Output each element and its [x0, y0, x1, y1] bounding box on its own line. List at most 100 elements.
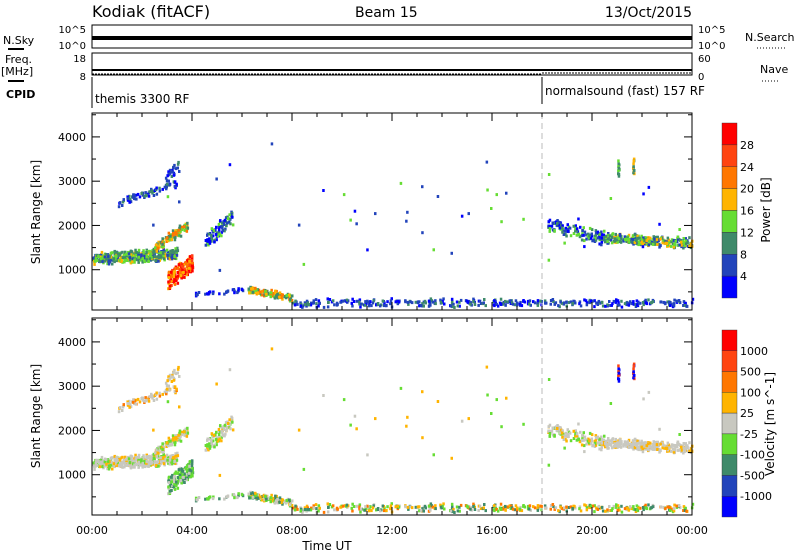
echo-point	[473, 505, 476, 509]
echo-point	[432, 248, 435, 252]
echo-point	[632, 171, 635, 175]
echo-point	[257, 493, 261, 497]
echo-point	[599, 301, 602, 305]
echo-point	[616, 504, 620, 508]
echo-point	[179, 229, 182, 233]
echo-point	[607, 233, 610, 237]
echo-point	[579, 430, 582, 434]
echo-point	[133, 252, 136, 256]
echo-point	[175, 275, 178, 279]
y-tick-label: 2000	[58, 219, 86, 232]
echo-point	[539, 299, 542, 303]
echo-point	[208, 442, 211, 446]
echo-point	[158, 394, 162, 398]
echo-point	[154, 246, 157, 250]
echo-point	[458, 505, 461, 509]
echo-point	[179, 434, 182, 438]
echo-point	[608, 234, 612, 238]
echo-point	[301, 305, 304, 309]
echo-point	[123, 260, 126, 264]
echo-point	[225, 426, 229, 430]
echo-point	[419, 303, 423, 307]
echo-point	[207, 291, 211, 294]
echo-point	[585, 237, 588, 241]
echo-point	[608, 439, 612, 443]
colorbar-bin	[721, 412, 738, 435]
echo-point	[566, 229, 570, 233]
echo-point	[140, 253, 143, 257]
echo-point	[589, 504, 593, 508]
echo-point	[128, 463, 132, 466]
echo-point	[375, 508, 378, 512]
echo-point	[117, 458, 120, 462]
echo-point	[646, 442, 650, 446]
echo-point	[556, 222, 559, 225]
echo-point	[285, 294, 288, 297]
echo-point	[167, 461, 170, 465]
echo-point	[168, 443, 172, 447]
echo-point	[153, 394, 157, 397]
echo-point	[683, 304, 687, 307]
echo-point	[171, 373, 174, 377]
echo-point	[104, 458, 108, 461]
echo-point	[560, 431, 564, 435]
echo-point	[158, 258, 161, 262]
echo-point	[358, 300, 361, 304]
echo-point	[291, 294, 294, 298]
echo-point	[544, 506, 547, 510]
echo-point	[288, 503, 292, 507]
x-axis-title: Time UT	[301, 539, 352, 553]
echo-point	[606, 240, 609, 244]
echo-point	[212, 433, 216, 437]
echo-point	[434, 302, 437, 306]
y-tick-label: 4000	[58, 336, 86, 349]
echo-point	[223, 218, 227, 222]
echo-point	[441, 299, 444, 303]
echo-point	[565, 234, 568, 238]
echo-point	[100, 455, 104, 459]
echo-point	[168, 462, 172, 466]
echo-point	[610, 508, 613, 512]
echo-point	[265, 292, 268, 296]
echo-point	[616, 508, 619, 512]
echo-point	[349, 218, 352, 222]
echo-point	[580, 439, 584, 443]
echo-point	[651, 238, 655, 241]
echo-point	[173, 482, 176, 486]
echo-point	[212, 435, 215, 439]
echo-point	[233, 289, 236, 293]
colorbar-tick-label: 28	[740, 139, 754, 152]
echo-point	[254, 286, 257, 290]
echo-point	[365, 301, 368, 305]
echo-point	[618, 508, 621, 512]
echo-point	[176, 367, 180, 371]
echo-point	[637, 243, 640, 247]
echo-point	[98, 465, 102, 469]
echo-point	[504, 303, 507, 307]
colorbar-bin	[721, 254, 738, 277]
echo-point	[529, 508, 532, 512]
echo-point	[604, 509, 607, 513]
echo-point	[167, 274, 171, 278]
echo-point	[129, 200, 133, 204]
echo-point	[326, 510, 330, 514]
echo-point	[469, 301, 473, 305]
echo-point	[210, 237, 213, 240]
echo-point	[600, 240, 604, 244]
echo-point	[604, 240, 607, 244]
echo-point	[172, 371, 175, 375]
echo-point	[299, 509, 302, 513]
echo-point	[233, 291, 236, 295]
echo-point	[563, 446, 566, 450]
echo-point	[678, 243, 681, 247]
echo-point	[152, 247, 156, 251]
echo-point	[555, 428, 559, 432]
echo-point	[125, 252, 128, 256]
echo-point	[647, 448, 651, 452]
echo-point	[615, 298, 618, 302]
echo-point	[443, 302, 446, 306]
panel-frame	[91, 317, 693, 516]
echo-point	[378, 304, 382, 308]
echo-point	[168, 257, 172, 261]
echo-point	[217, 223, 221, 226]
